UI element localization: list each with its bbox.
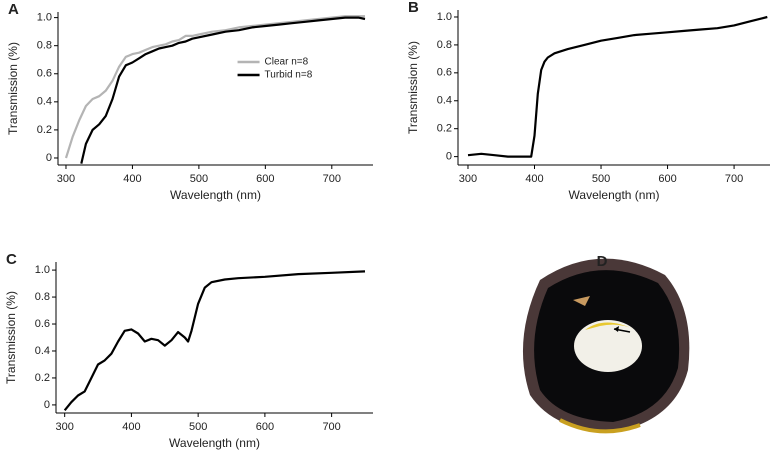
y-axis-label: Transmission (%): [406, 41, 420, 134]
x-tick-label: 500: [190, 173, 208, 185]
x-tick-label: 300: [55, 421, 73, 433]
y-tick-label: 0: [46, 152, 52, 164]
y-tick-label: 0: [446, 151, 452, 163]
y-tick-label: 0.4: [35, 345, 50, 357]
x-axis-label: Wavelength (nm): [569, 188, 660, 202]
y-tick-label: 1.0: [437, 11, 452, 23]
y-tick-label: 0.4: [437, 95, 452, 107]
y-tick-label: 0.2: [35, 372, 50, 384]
x-tick-label: 700: [725, 173, 743, 185]
photo: [522, 258, 690, 434]
x-tick-label: 600: [658, 173, 676, 185]
y-tick-label: 0.2: [37, 124, 52, 136]
y-tick-label: 0.6: [35, 318, 50, 330]
legend-label: Clear n=8: [265, 57, 309, 68]
y-axis-label: Transmission (%): [6, 42, 20, 135]
y-tick-label: 1.0: [35, 264, 50, 276]
lens-edge: [559, 418, 641, 434]
panel-label: A: [8, 1, 19, 18]
x-tick-label: 300: [459, 173, 477, 185]
panel-label: C: [6, 251, 17, 268]
x-axis-label: Wavelength (nm): [170, 188, 261, 202]
x-tick-label: 300: [57, 173, 75, 185]
x-tick-label: 400: [123, 173, 141, 185]
arrow-head: [614, 326, 619, 332]
x-tick-label: 400: [122, 421, 140, 433]
y-tick-label: 0.6: [37, 68, 52, 80]
line: [467, 15, 768, 158]
y-tick-label: 1.0: [37, 12, 52, 24]
x-axis-label: Wavelength (nm): [169, 436, 260, 450]
y-tick-label: 0.6: [437, 67, 452, 79]
x-tick-label: 700: [323, 173, 341, 185]
panel-label: D: [597, 253, 608, 270]
legend-label: Turbid n=8: [265, 70, 313, 81]
yellow-area: [585, 322, 635, 330]
line: [64, 15, 365, 159]
y-tick-label: 0: [44, 399, 50, 411]
line: [63, 270, 366, 411]
line: [80, 16, 366, 164]
x-tick-label: 500: [189, 421, 207, 433]
panel-label: B: [408, 0, 419, 16]
y-tick-label: 0.2: [437, 123, 452, 135]
x-tick-label: 400: [525, 173, 543, 185]
y-tick-label: 0.8: [437, 39, 452, 51]
y-axis-label: Transmission (%): [4, 291, 18, 384]
y-tick-label: 0.4: [37, 96, 52, 108]
y-tick-label: 0.8: [35, 291, 50, 303]
x-tick-label: 600: [256, 421, 274, 433]
x-tick-label: 700: [322, 421, 340, 433]
y-tick-label: 0.8: [37, 40, 52, 52]
debris: [573, 296, 590, 306]
lens-center: [574, 320, 642, 372]
x-tick-label: 600: [256, 173, 274, 185]
x-tick-label: 500: [592, 173, 610, 185]
